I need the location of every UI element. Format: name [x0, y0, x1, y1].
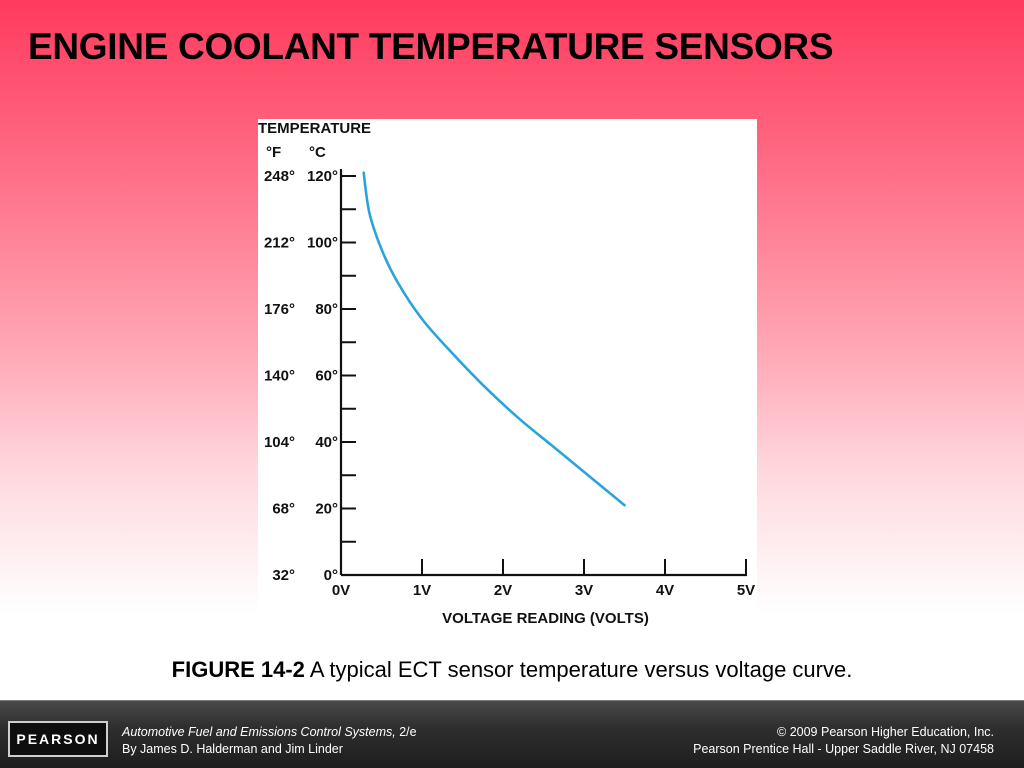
y-tick-label-celsius: 80° — [315, 301, 338, 318]
publisher-text: Pearson Prentice Hall - Upper Saddle Riv… — [693, 742, 994, 756]
book-edition: 2/e — [395, 725, 417, 739]
y-tick-label-fahrenheit: 176° — [264, 301, 295, 318]
y-tick-label-celsius: 40° — [315, 434, 338, 451]
footer-book-info: Automotive Fuel and Emissions Control Sy… — [122, 724, 417, 758]
x-tick-label: 1V — [413, 582, 431, 599]
figure-caption-text: A typical ECT sensor temperature versus … — [309, 657, 853, 682]
y-tick-label-celsius: 60° — [315, 368, 338, 385]
footer-bar: PEARSON Automotive Fuel and Emissions Co… — [0, 700, 1024, 768]
y-tick-label-fahrenheit: 248° — [264, 168, 295, 185]
y-tick-label-celsius: 100° — [307, 235, 338, 252]
y-tick-label-celsius: 120° — [307, 168, 338, 185]
book-authors: By James D. Halderman and Jim Linder — [122, 742, 343, 756]
y-tick-label-fahrenheit: 104° — [264, 434, 295, 451]
y-tick-label-fahrenheit: 32° — [272, 567, 295, 584]
copyright-text: © 2009 Pearson Higher Education, Inc. — [777, 725, 994, 739]
x-axis-title: VOLTAGE READING (VOLTS) — [442, 610, 649, 627]
y-tick-label-fahrenheit: 212° — [264, 235, 295, 252]
footer-publisher-info: © 2009 Pearson Higher Education, Inc. Pe… — [693, 724, 994, 758]
ect-voltage-curve — [362, 171, 626, 507]
y-tick-label-celsius: 0° — [324, 567, 338, 584]
figure-caption: FIGURE 14-2 A typical ECT sensor tempera… — [0, 657, 1024, 683]
chart-panel: 32° 0° 68° 20° 104° 40° 140° 60° 176° 80° 212° 100°… — [258, 119, 757, 633]
x-tick-label: 4V — [656, 582, 674, 599]
pearson-logo: PEARSON — [8, 721, 108, 757]
x-tick-label: 3V — [575, 582, 593, 599]
slide-title: ENGINE COOLANT TEMPERATURE SENSORS — [28, 26, 834, 67]
x-tick-label: 5V — [737, 582, 755, 599]
y-tick-label-celsius: 20° — [315, 501, 338, 518]
y-unit-label-fahrenheit: °F — [266, 144, 281, 161]
figure-number: FIGURE 14-2 — [171, 657, 305, 682]
ect-temperature-voltage-chart: 32° 0° 68° 20° 104° 40° 140° 60° 176° 80° 212° 100°… — [258, 120, 755, 627]
y-axis-title: TEMPERATURE — [258, 120, 371, 137]
y-tick-label-fahrenheit: 68° — [272, 501, 295, 518]
y-tick-label-fahrenheit: 140° — [264, 368, 295, 385]
y-unit-label-celsius: °C — [309, 144, 326, 161]
x-tick-label: 0V — [332, 582, 350, 599]
book-title: Automotive Fuel and Emissions Control Sy… — [122, 725, 396, 739]
x-tick-label: 2V — [494, 582, 512, 599]
